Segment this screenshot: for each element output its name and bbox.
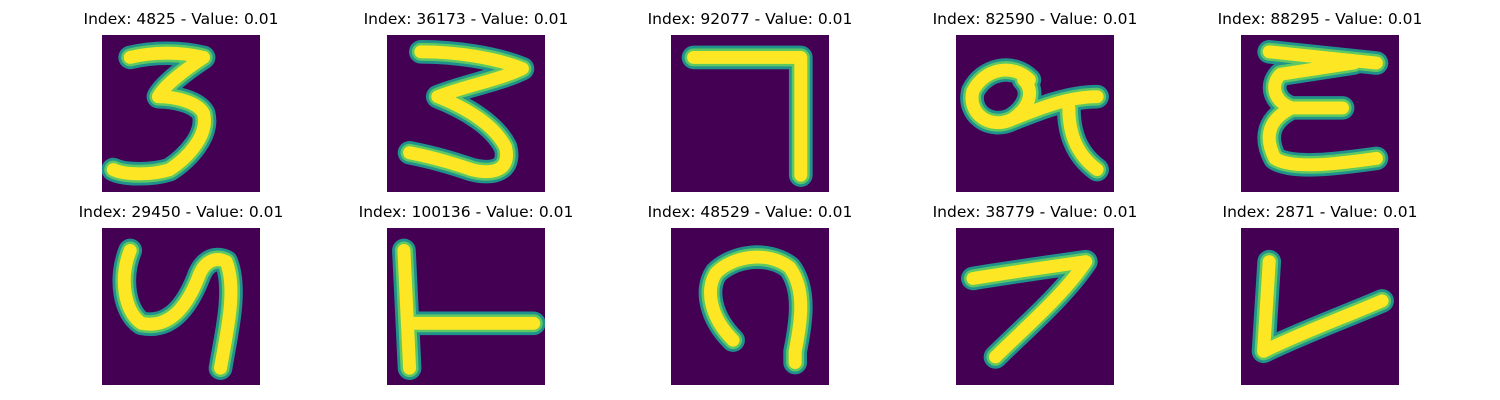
glyph-stroke bbox=[1257, 255, 1389, 358]
glyph-stroke bbox=[965, 63, 1104, 177]
glyph-stroke bbox=[392, 238, 545, 380]
panel-title: Index: 4825 - Value: 0.01 bbox=[83, 10, 279, 28]
panel-title: Index: 38779 - Value: 0.01 bbox=[932, 203, 1138, 221]
panel-title: Index: 92077 - Value: 0.01 bbox=[647, 10, 853, 28]
glyph-stroke bbox=[966, 255, 1093, 364]
panel-title: Index: 36173 - Value: 0.01 bbox=[363, 10, 569, 28]
digit-image bbox=[956, 228, 1114, 385]
glyph-stroke bbox=[704, 250, 808, 370]
digit-image bbox=[671, 35, 829, 192]
panel-title: Index: 2871 - Value: 0.01 bbox=[1222, 203, 1418, 221]
glyph-stroke bbox=[687, 50, 808, 182]
panel-title: Index: 82590 - Value: 0.01 bbox=[932, 10, 1138, 28]
glyph-stroke bbox=[397, 243, 541, 375]
digit-image bbox=[1241, 228, 1399, 385]
glyph-stroke bbox=[681, 45, 813, 187]
digit-image bbox=[1241, 35, 1399, 192]
panel-title: Index: 100136 - Value: 0.01 bbox=[358, 203, 574, 221]
glyph-stroke bbox=[394, 241, 543, 378]
glyph-stroke bbox=[1262, 45, 1383, 172]
panel-title: Index: 29450 - Value: 0.01 bbox=[78, 203, 284, 221]
digit-image bbox=[671, 228, 829, 385]
digit-image bbox=[956, 35, 1114, 192]
digit-image bbox=[387, 35, 545, 192]
glyph-stroke bbox=[403, 45, 529, 179]
glyph-stroke bbox=[117, 243, 238, 375]
glyph-stroke bbox=[684, 48, 810, 185]
glyph-stroke bbox=[106, 46, 211, 181]
digit-image bbox=[102, 228, 260, 385]
digit-image bbox=[102, 35, 260, 192]
panel-title: Index: 88295 - Value: 0.01 bbox=[1217, 10, 1423, 28]
digit-image bbox=[387, 228, 545, 385]
panel-title: Index: 48529 - Value: 0.01 bbox=[647, 203, 853, 221]
